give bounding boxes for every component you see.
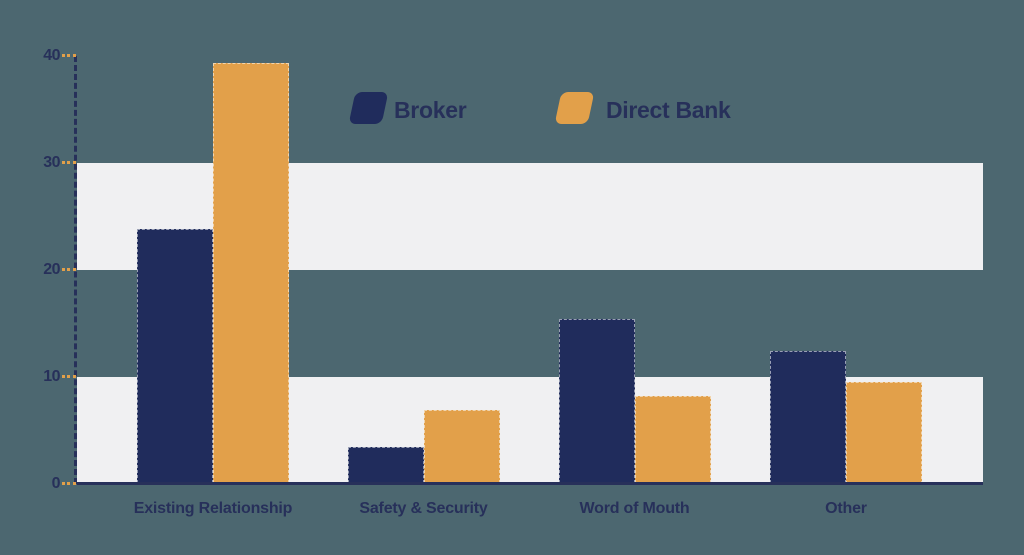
direct-bank-legend-label: Direct Bank	[606, 97, 731, 123]
direct-bank-legend-swatch-icon	[554, 92, 595, 124]
x-label-other: Other	[825, 500, 867, 517]
x-label-existing-relationship: Existing Relationship	[133, 500, 293, 517]
bar-direct-bank-word-of-mouth	[634, 395, 711, 484]
y-tick-label: 20	[43, 260, 60, 278]
y-tick-label: 10	[43, 367, 60, 385]
y-tick-mark	[62, 374, 76, 378]
bar-broker-existing-relationship	[137, 229, 213, 484]
broker-legend-label: Broker	[394, 97, 467, 123]
bar-direct-bank-safety-security	[423, 409, 500, 484]
bar-direct-bank-existing-relationship	[213, 63, 289, 484]
y-tick-mark	[62, 481, 76, 485]
y-tick-label: 0	[51, 474, 61, 492]
x-axis-line	[77, 482, 983, 485]
bar-direct-bank-other	[846, 381, 922, 484]
bar-broker-word-of-mouth	[558, 318, 635, 484]
bar-broker-safety-security	[347, 447, 424, 484]
x-label-safety-security: Safety & Security	[359, 500, 488, 517]
x-label-word-of-mouth: Word of Mouth	[579, 500, 690, 517]
y-tick-mark	[62, 267, 76, 271]
y-tick-label: 40	[43, 47, 60, 64]
broker-legend-swatch-icon	[348, 92, 389, 124]
y-tick-label: 30	[43, 153, 60, 171]
y-tick-mark	[62, 160, 76, 164]
bar-broker-other	[770, 350, 846, 484]
y-tick-mark	[62, 54, 76, 57]
